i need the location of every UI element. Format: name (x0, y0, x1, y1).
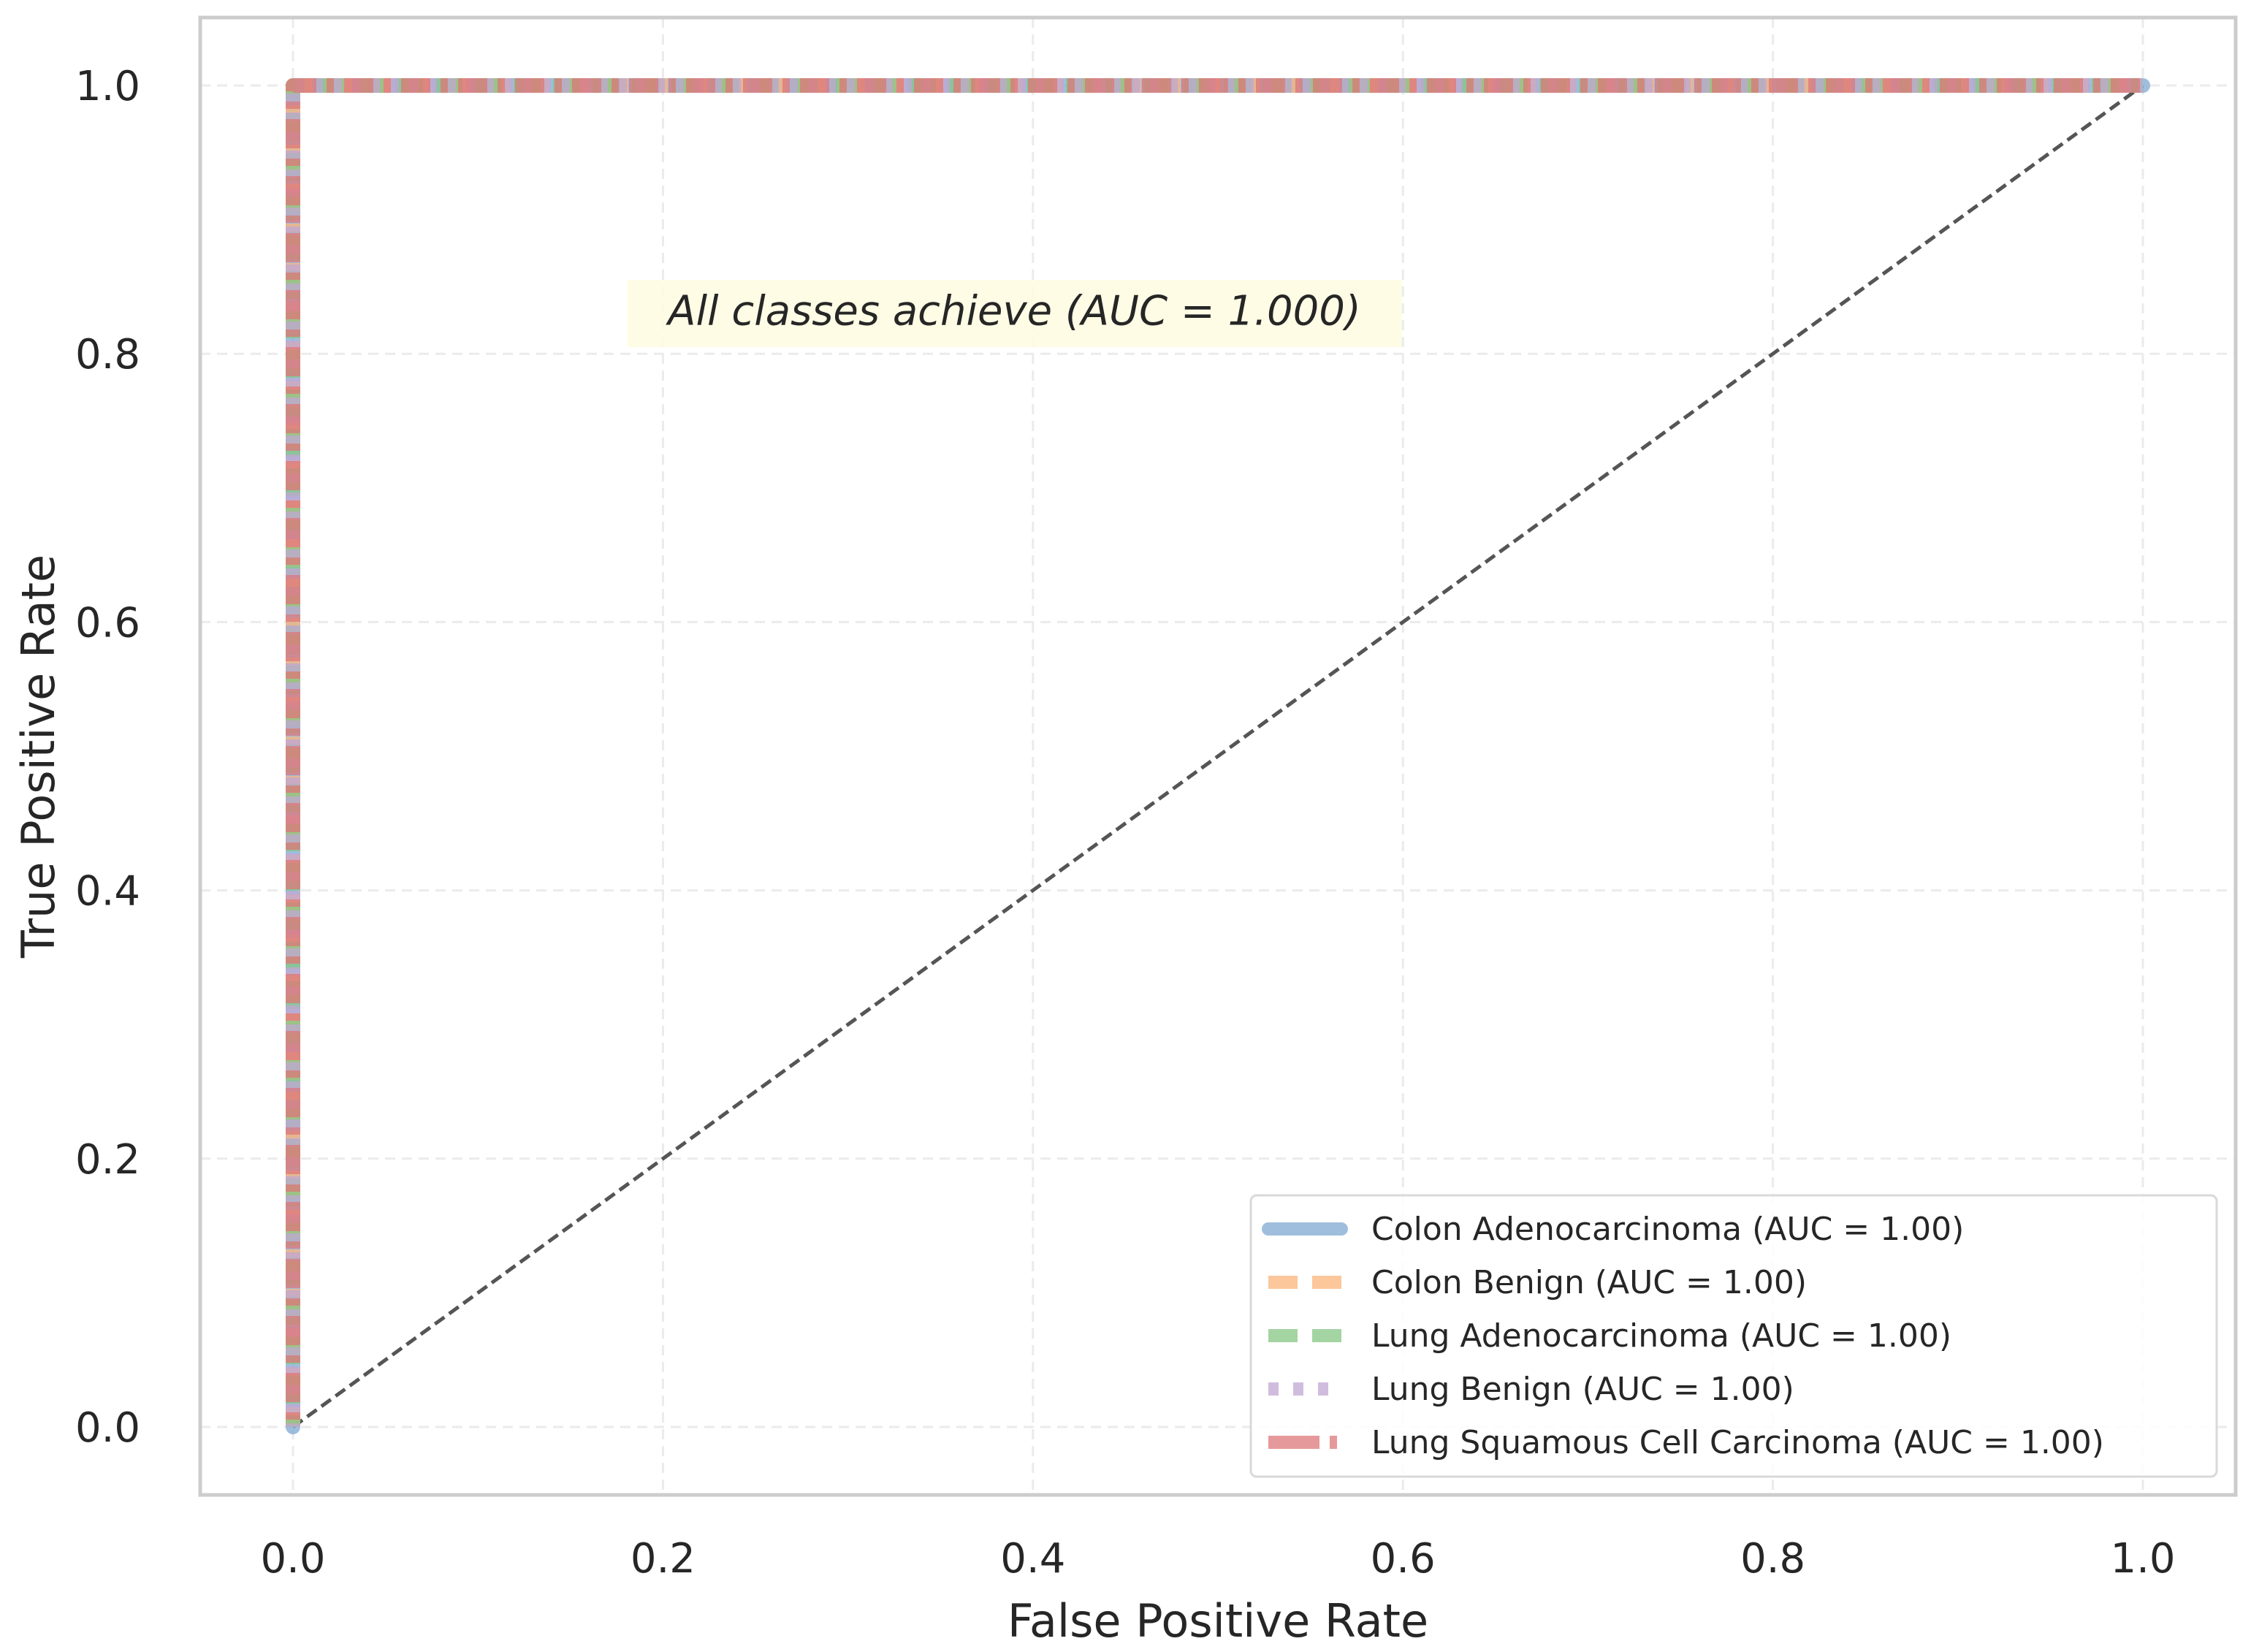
reference-line-layer (292, 83, 2144, 1429)
x-tick-label: 0.8 (1740, 1535, 1805, 1583)
plot-frame (198, 15, 2238, 1497)
series-layer (286, 78, 2150, 1434)
legend-label-5: Lung Squamous Cell Carcinoma (AUC = 1.00… (1371, 1424, 2104, 1461)
y-tick-label: 0.8 (75, 331, 140, 378)
y-tick-label: 0.4 (75, 868, 140, 916)
x-tick-label: 0.2 (631, 1535, 696, 1583)
x-tick-label: 0.6 (1371, 1535, 1436, 1583)
legend-frame (1249, 1194, 2218, 1478)
legend: Colon Adenocarcinoma (AUC = 1.00) Colon B… (1249, 1194, 2218, 1478)
y-axis-ticks: 0.0 0.2 0.4 0.6 0.8 1.0 (75, 63, 140, 1452)
y-axis-title: True Positive Rate (12, 555, 65, 959)
chance-diagonal-line (292, 83, 2144, 1429)
legend-label-3: Lung Adenocarcinoma (AUC = 1.00) (1371, 1317, 1951, 1355)
x-tick-label: 1.0 (2110, 1535, 2175, 1583)
y-tick-label: 0.6 (75, 599, 140, 647)
series-line-5 (286, 78, 2143, 1427)
annotation-text: All classes achieve (AUC = 1.000) (666, 287, 1361, 335)
x-tick-label: 0.0 (260, 1535, 325, 1583)
y-tick-label: 0.2 (75, 1136, 140, 1184)
x-tick-label: 0.4 (1000, 1535, 1065, 1583)
x-axis-ticks: 0.0 0.2 0.4 0.6 0.8 1.0 (260, 1535, 2175, 1583)
x-axis-title: False Positive Rate (1008, 1594, 1428, 1648)
y-tick-label: 1.0 (75, 63, 140, 110)
legend-label-2: Colon Benign (AUC = 1.00) (1371, 1264, 1807, 1301)
y-tick-label: 0.0 (75, 1404, 140, 1452)
annotation: All classes achieve (AUC = 1.000) (627, 280, 1402, 348)
annotation-background (627, 280, 1402, 348)
legend-label-4: Lung Benign (AUC = 1.00) (1371, 1371, 1794, 1408)
legend-label-1: Colon Adenocarcinoma (AUC = 1.00) (1371, 1211, 1964, 1248)
